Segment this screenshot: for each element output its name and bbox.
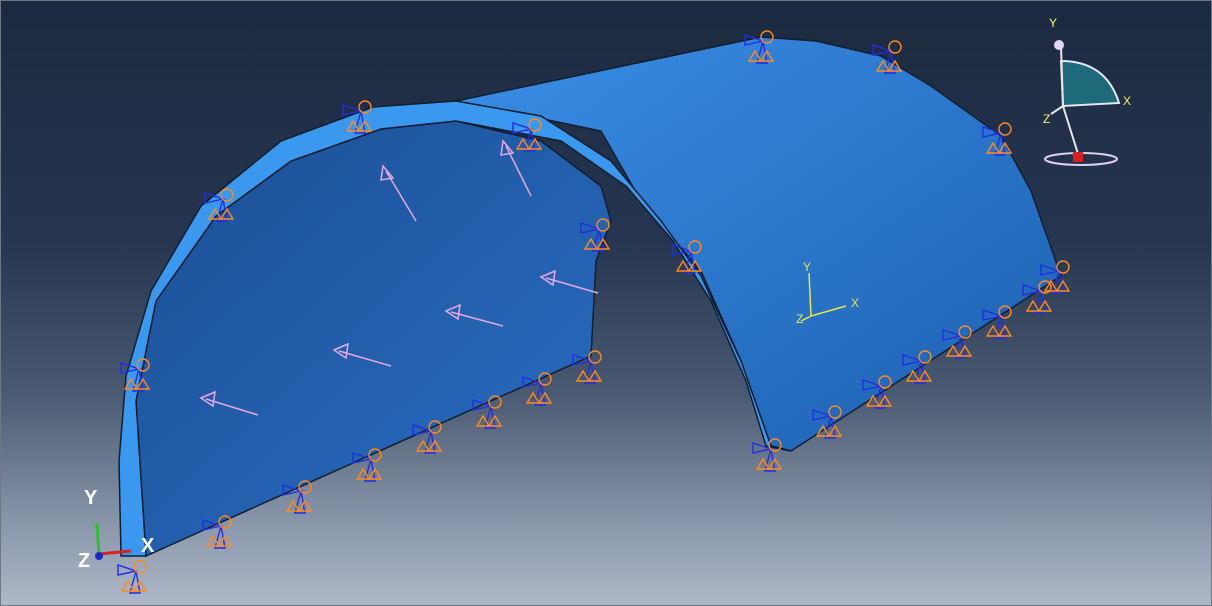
triad-z-label: Z [78, 550, 90, 572]
boundary-condition-symbol [342, 100, 373, 134]
pressure-load-arrow [380, 164, 417, 222]
pressure-load-arrow [332, 342, 392, 367]
global-triad: X Y Z [78, 487, 155, 572]
boundary-condition-symbol [412, 420, 443, 454]
model-csys-y-label: Y [803, 260, 811, 274]
view-compass-pivot[interactable] [1073, 152, 1083, 162]
boundary-conditions [117, 30, 1071, 594]
view-compass-z-axis [1050, 105, 1064, 115]
boundary-condition-symbol [942, 325, 973, 359]
model-csys-x-axis [810, 305, 847, 317]
model-csys: X Y Z [796, 260, 859, 326]
boundary-condition-symbol [862, 375, 893, 409]
boundary-condition-symbol [580, 218, 611, 252]
boundary-condition-symbol [352, 448, 383, 482]
view-compass-x-label: X [1123, 94, 1131, 108]
boundary-condition-symbol [672, 240, 703, 274]
boundary-condition-symbol [1040, 260, 1071, 294]
pressure-loads [199, 139, 599, 416]
triad-x-label: X [141, 535, 155, 557]
view-compass-y-label: Y [1049, 16, 1057, 30]
boundary-condition-symbol [204, 188, 235, 222]
triad-z-axis [95, 552, 103, 560]
view-compass-z-label: Z [1043, 112, 1050, 126]
part-front-arch-ring[interactable] [118, 100, 792, 557]
boundary-condition-symbol [982, 122, 1013, 156]
view-compass-stem [1062, 105, 1080, 158]
view-compass-quadrant[interactable] [1059, 59, 1121, 108]
triad-y-label: Y [84, 487, 98, 509]
boundary-condition-symbol [752, 438, 783, 472]
model-csys-y-axis [808, 272, 812, 317]
pressure-load-arrow [444, 303, 504, 327]
pressure-load-arrow [500, 139, 532, 197]
boundary-condition-symbol [120, 358, 151, 392]
part-inner-face[interactable] [135, 120, 612, 558]
boundary-condition-symbol [512, 118, 543, 152]
triad-y-axis [95, 522, 101, 555]
view-compass-y-axis [1060, 45, 1064, 107]
view-compass-top-handle[interactable] [1054, 40, 1064, 50]
boundary-condition-symbol [282, 480, 313, 514]
boundary-condition-symbol [572, 350, 603, 384]
boundary-condition-symbol [117, 560, 148, 594]
boundary-condition-symbol [982, 305, 1013, 339]
triad-x-axis [98, 549, 132, 556]
boundary-condition-symbol [472, 395, 503, 429]
pressure-load-arrow [539, 269, 599, 294]
model-csys-x-label: X [851, 296, 859, 310]
boundary-condition-symbol [1022, 280, 1053, 314]
model-csys-z-axis [800, 315, 812, 322]
boundary-condition-symbol [812, 405, 843, 439]
model-csys-z-label: Z [796, 312, 803, 326]
pressure-load-arrow [199, 390, 259, 416]
boundary-condition-symbol [872, 40, 903, 74]
boundary-condition-symbol [902, 350, 933, 384]
view-cube-compass[interactable]: Y X Z [1043, 16, 1131, 166]
boundary-condition-symbol [202, 515, 233, 549]
boundary-condition-symbol [522, 372, 553, 406]
boundary-condition-symbol [744, 30, 775, 64]
